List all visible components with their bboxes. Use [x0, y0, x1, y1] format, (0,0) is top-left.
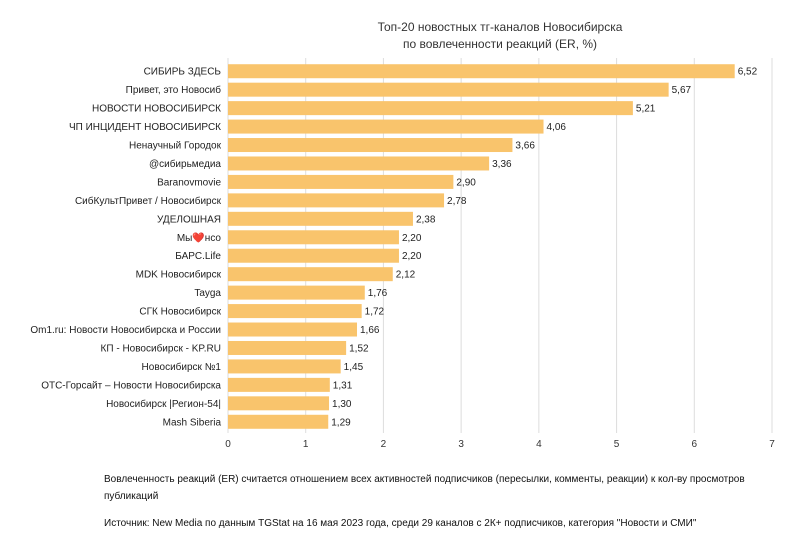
- bar: [228, 396, 330, 411]
- bar: [228, 359, 341, 374]
- value-label: 1,29: [331, 417, 351, 428]
- category-label: КП - Новосибирск - KP.RU: [101, 342, 221, 354]
- value-label: 2,20: [402, 251, 422, 262]
- value-label: 1,72: [365, 307, 385, 318]
- bar: [228, 377, 330, 392]
- value-label: 2,78: [447, 196, 467, 207]
- value-label: 1,31: [333, 380, 353, 391]
- bar: [228, 101, 633, 116]
- value-label: 2,20: [402, 233, 422, 244]
- category-label: БАРС.Life: [175, 251, 221, 262]
- value-label: 1,52: [349, 343, 369, 354]
- chart-title: Топ-20 новостных тг-каналов Новосибирска…: [200, 19, 800, 53]
- category-label: СИБИРЬ ЗДЕСЬ: [144, 67, 222, 78]
- bar: [228, 156, 490, 171]
- bar: [228, 267, 393, 282]
- category-label: ЧП ИНЦИДЕНТ НОВОСИБИРСК: [69, 122, 221, 133]
- category-label: СибКультПривет / Новосибирск: [75, 195, 222, 207]
- value-label: 3,36: [492, 159, 512, 170]
- bar: [228, 174, 454, 189]
- value-label: 1,76: [368, 288, 388, 299]
- chart-title-line-1: Топ-20 новостных тг-каналов Новосибирска: [377, 20, 623, 34]
- value-label: 5,67: [672, 85, 692, 96]
- value-label: 5,21: [636, 104, 656, 115]
- category-label: Мы❤️нсо: [177, 232, 222, 244]
- bar: [228, 119, 544, 134]
- category-label: Новосибирск №1: [142, 361, 222, 373]
- bar: [228, 193, 445, 208]
- category-label: Новосибирск |Регион-54|: [106, 398, 221, 410]
- bar: [228, 304, 362, 319]
- x-tick-label: 4: [536, 439, 542, 450]
- category-label: Baranovmovie: [157, 177, 221, 188]
- x-tick-label: 3: [458, 439, 464, 450]
- bar: [228, 138, 513, 153]
- category-label: Om1.ru: Новости Новосибирска и России: [30, 324, 221, 336]
- bar: [228, 414, 329, 429]
- value-label: 1,66: [360, 325, 380, 336]
- x-tick-label: 7: [769, 439, 775, 450]
- category-label: @сибирьмедиа: [149, 158, 221, 170]
- value-label: 4,06: [547, 122, 567, 133]
- bar: [228, 285, 365, 300]
- value-label: 6,52: [738, 67, 758, 78]
- bar: [228, 64, 735, 79]
- value-label: 2,90: [456, 177, 476, 188]
- x-tick-label: 1: [303, 439, 309, 450]
- bar: [228, 248, 399, 263]
- category-label: Ненаучный Городок: [129, 141, 222, 152]
- bar-chart: 0 1 2 3 4 5 6 7 СИБИРЬ ЗДЕСЬ 6,52 Привет, это Ново…: [30, 58, 775, 450]
- category-label: УДЕЛОШНАЯ: [157, 214, 221, 225]
- x-tick-label: 5: [614, 439, 620, 450]
- bar: [228, 82, 669, 97]
- bar: [228, 322, 358, 337]
- value-label: 2,12: [396, 270, 416, 281]
- bar: [228, 230, 399, 245]
- category-label: СГК Новосибирск: [139, 306, 221, 318]
- category-label: ОТС-Горсайт – Новости Новосибирска: [41, 379, 221, 391]
- x-tick-label: 2: [381, 439, 387, 450]
- category-label: Привет, это Новосиб: [126, 84, 222, 96]
- er-definition-note: Вовлеченность реакций (ER) считается отн…: [104, 474, 745, 502]
- x-tick-label: 6: [692, 439, 698, 450]
- value-label: 1,45: [344, 362, 364, 373]
- source-note: Источник: New Media по данным TGStat на …: [104, 518, 697, 529]
- chart-title-line-2: по вовлеченности реакций (ER, %): [402, 37, 598, 51]
- bar: [228, 211, 413, 226]
- category-label: Mash Siberia: [163, 417, 222, 428]
- category-label: Tayga: [194, 288, 221, 299]
- bar: [228, 340, 347, 355]
- category-label: НОВОСТИ НОВОСИБИРСК: [92, 104, 221, 115]
- category-label: MDK Новосибирск: [136, 269, 222, 281]
- x-tick-label: 0: [225, 439, 231, 450]
- value-label: 3,66: [515, 141, 535, 152]
- value-label: 1,30: [332, 399, 352, 410]
- value-label: 2,38: [416, 214, 436, 225]
